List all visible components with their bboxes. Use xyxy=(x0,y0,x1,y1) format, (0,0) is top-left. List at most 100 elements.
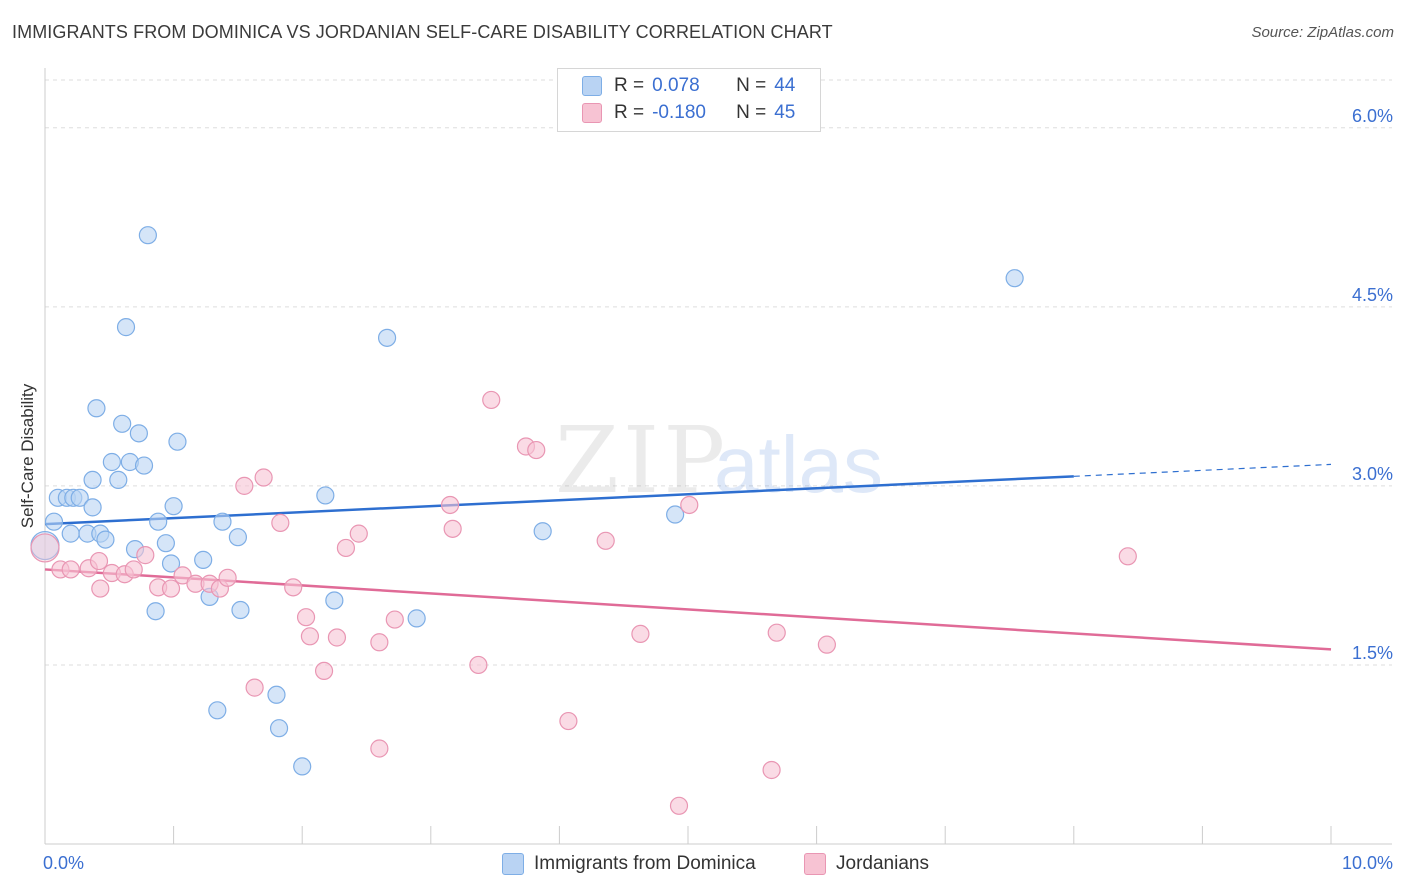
point-dominica xyxy=(61,524,80,543)
point-dominica xyxy=(109,470,128,490)
legend-row-jordanians: R = -0.180 N = 45 xyxy=(582,101,795,125)
legend-row-dominica: R = 0.078 N = 44 xyxy=(582,74,795,98)
point-dominica xyxy=(228,528,247,547)
point-jordanians xyxy=(136,546,155,565)
legend-swatch-blue xyxy=(582,76,602,96)
point-jordanians xyxy=(284,578,303,597)
y-axis-title: Self-Care Disability xyxy=(18,383,37,529)
point-dominica xyxy=(87,399,106,418)
axes xyxy=(44,68,1392,845)
point-dominica xyxy=(208,701,227,720)
bottom-legend-label: Jordanians xyxy=(836,853,929,874)
legend-n-label: N = xyxy=(736,75,767,96)
point-jordanians xyxy=(631,624,650,644)
y-tick-label: 6.0% xyxy=(1352,106,1393,126)
legend-r-label: R = xyxy=(614,75,645,96)
point-dominica xyxy=(231,600,250,620)
x-tick-label: 10.0% xyxy=(1342,853,1393,873)
point-dominica xyxy=(161,554,181,573)
point-jordanians xyxy=(161,579,181,598)
legend-swatch-pink xyxy=(582,103,602,123)
bottom-legend-jordanians: Jordanians xyxy=(804,852,929,876)
point-dominica xyxy=(83,470,102,490)
point-dominica xyxy=(269,719,289,738)
point-jordanians xyxy=(527,440,546,460)
point-dominica xyxy=(129,424,148,443)
point-jordanians xyxy=(817,635,836,654)
legend-n-value: 44 xyxy=(774,75,796,96)
point-jordanians xyxy=(385,610,404,629)
point-dominica xyxy=(44,512,64,531)
point-jordanians xyxy=(314,661,334,681)
legend-n-label: N = xyxy=(736,102,767,123)
trend-line-jordanians xyxy=(44,568,1332,651)
point-dominica xyxy=(1005,269,1024,288)
legend-n-value: 45 xyxy=(774,102,796,123)
point-jordanians xyxy=(173,566,192,585)
gridlines xyxy=(45,79,1392,666)
point-dominica xyxy=(533,522,552,541)
bottom-legend-swatch-blue xyxy=(502,853,524,875)
chart-title: IMMIGRANTS FROM DOMINICA VS JORDANIAN SE… xyxy=(12,22,833,42)
point-dominica xyxy=(377,328,397,347)
point-jordanians xyxy=(559,711,578,731)
point-jordanians xyxy=(300,627,320,646)
point-dominica xyxy=(156,534,175,553)
point-dominica xyxy=(213,512,232,531)
point-jordanians xyxy=(271,513,290,532)
point-jordanians xyxy=(296,608,316,627)
legend-r-value: 0.078 xyxy=(652,75,700,96)
point-dominica xyxy=(666,505,685,524)
point-jordanians xyxy=(91,579,110,598)
point-jordanians xyxy=(469,655,488,675)
y-tick-label: 3.0% xyxy=(1352,464,1393,484)
point-jordanians xyxy=(669,796,689,815)
point-jordanians xyxy=(370,633,389,652)
point-dominica xyxy=(102,452,121,472)
point-jordanians xyxy=(443,519,462,538)
point-jordanians xyxy=(440,495,460,515)
legend-r-label: R = xyxy=(614,102,645,123)
point-jordanians xyxy=(482,390,501,410)
point-dominica xyxy=(149,512,168,531)
point-dominica xyxy=(164,497,183,516)
point-jordanians xyxy=(61,560,80,579)
legend-r-value: -0.180 xyxy=(652,102,706,123)
point-dominica xyxy=(168,432,187,451)
bottom-legend-label: Immigrants from Dominica xyxy=(534,853,756,874)
tick-labels: 1.5% 3.0% 4.5% 6.0% 0.0% 10.0% xyxy=(43,106,1393,873)
bottom-legend-dominica: Immigrants from Dominica xyxy=(502,852,756,876)
point-jordanians xyxy=(89,551,109,571)
point-jordanians xyxy=(349,524,368,543)
stats-legend: R = 0.078 N = 44 R = -0.180 N = 45 xyxy=(557,68,821,132)
point-jordanians xyxy=(336,538,356,558)
point-jordanians xyxy=(1118,547,1137,566)
point-dominica xyxy=(146,602,165,621)
point-jordanians xyxy=(596,531,615,550)
watermark-atlas: atlas xyxy=(714,420,883,509)
point-jordanians xyxy=(327,628,347,647)
point-dominica xyxy=(267,685,286,704)
y-tick-label: 4.5% xyxy=(1352,285,1393,305)
point-jordanians xyxy=(370,739,389,758)
y-tick-label: 1.5% xyxy=(1352,643,1393,663)
point-jordanians xyxy=(245,678,264,697)
point-jordanians xyxy=(767,623,786,642)
point-jordanians xyxy=(762,760,781,780)
point-dominica xyxy=(83,498,102,517)
points xyxy=(30,226,1137,815)
point-jordanians xyxy=(124,560,143,579)
point-dominica xyxy=(194,550,213,569)
point-dominica xyxy=(325,591,344,610)
trend-line-dominica-extension xyxy=(1073,463,1332,477)
point-jordanians xyxy=(254,468,273,487)
x-tick-label: 0.0% xyxy=(43,853,84,873)
point-jordanians xyxy=(680,495,699,515)
source-label: Source: ZipAtlas.com xyxy=(1251,24,1394,41)
point-jordanians xyxy=(218,568,237,587)
point-jordanians xyxy=(30,533,60,563)
point-dominica xyxy=(138,226,157,245)
point-dominica xyxy=(116,318,136,337)
bottom-legend-swatch-pink xyxy=(804,853,826,875)
